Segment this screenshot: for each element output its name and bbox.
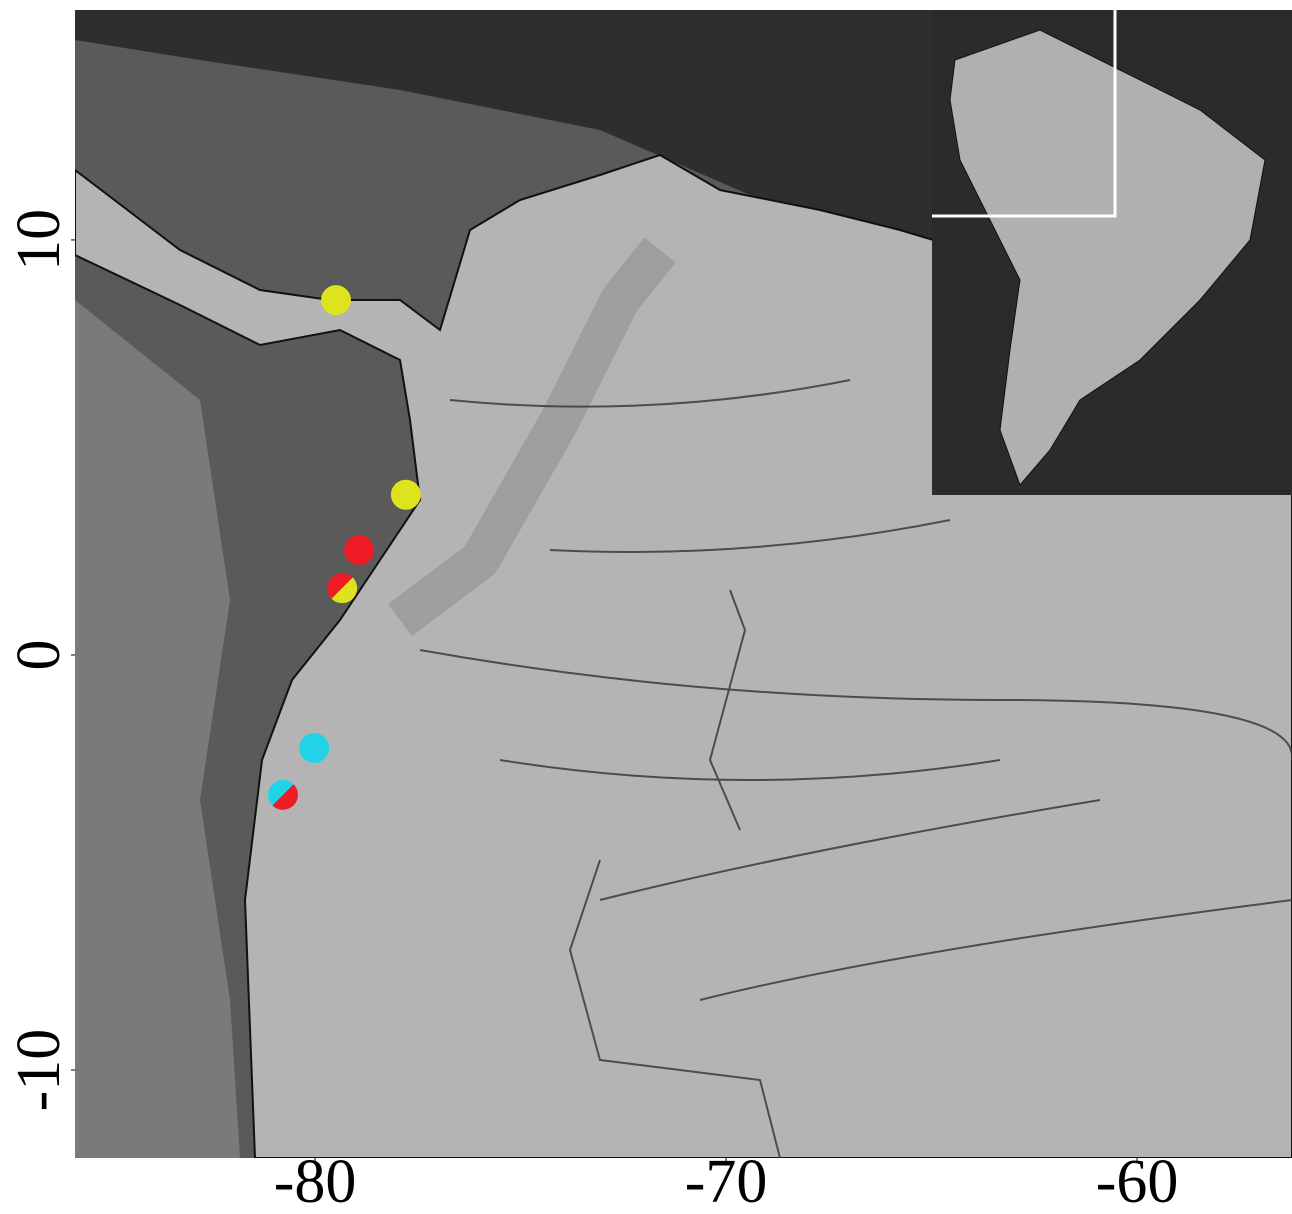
inset-map	[932, 10, 1292, 495]
sample-point	[390, 479, 421, 510]
point-half	[331, 577, 358, 604]
x-tick-label: -70	[685, 1148, 768, 1214]
point-half	[327, 573, 353, 599]
sample-point	[327, 573, 358, 604]
point-fill	[320, 285, 351, 316]
sample-point	[344, 534, 375, 565]
x-tick-label: -80	[274, 1148, 357, 1214]
y-tick-label: 0	[5, 639, 73, 670]
point-half	[267, 779, 294, 806]
y-tick-label: -10	[5, 1029, 73, 1112]
point-half	[272, 784, 298, 810]
x-tick-label: -60	[1096, 1148, 1179, 1214]
point-fill	[344, 534, 375, 565]
y-tick-label: 10	[5, 209, 73, 271]
sample-point	[299, 732, 330, 763]
sample-point	[320, 285, 351, 316]
point-fill	[299, 732, 330, 763]
sample-point	[267, 779, 298, 810]
point-fill	[390, 479, 421, 510]
